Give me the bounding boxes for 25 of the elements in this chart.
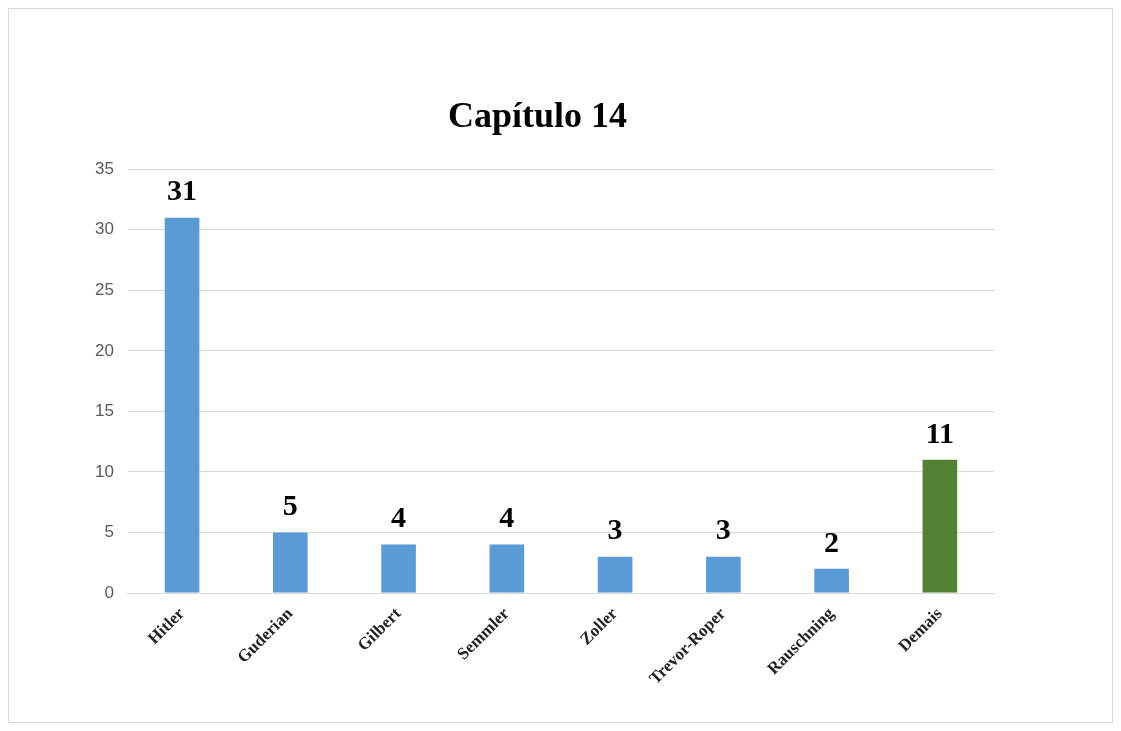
chart-title: Capítulo 14 xyxy=(447,94,628,135)
data-label: 11 xyxy=(925,415,955,449)
data-label: 4 xyxy=(499,500,515,534)
bar xyxy=(814,568,849,593)
data-label: 2 xyxy=(824,524,840,558)
y-tick-label: 30 xyxy=(94,219,114,239)
bar xyxy=(489,544,525,593)
y-tick-label: 25 xyxy=(94,279,114,299)
bar xyxy=(272,532,308,593)
data-label: 4 xyxy=(391,500,407,534)
y-tick-label: 20 xyxy=(94,340,114,360)
y-tick-label: 5 xyxy=(104,522,114,542)
data-label: 31 xyxy=(167,173,198,207)
data-label: 5 xyxy=(282,488,298,522)
bar xyxy=(706,556,741,593)
bar xyxy=(381,544,416,593)
y-tick-label: 35 xyxy=(94,158,114,178)
y-tick-label: 15 xyxy=(94,401,114,421)
bar xyxy=(922,459,958,593)
y-tick-label: 0 xyxy=(104,582,114,602)
y-tick-label: 10 xyxy=(94,461,114,481)
data-label: 3 xyxy=(715,512,731,546)
bar xyxy=(597,556,633,593)
bar xyxy=(164,217,200,593)
data-label: 3 xyxy=(607,512,623,546)
